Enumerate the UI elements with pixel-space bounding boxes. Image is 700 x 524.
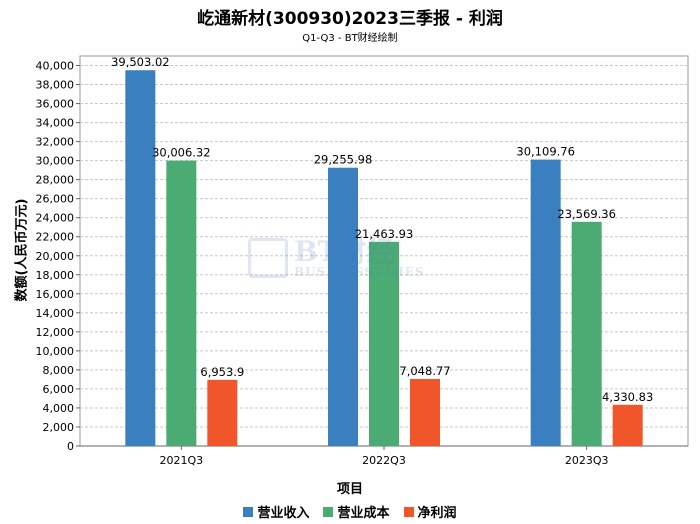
legend-item-cost: 营业成本 — [323, 502, 390, 521]
data-label: 6,953.9 — [200, 365, 244, 379]
y-tick-label: 18,000 — [36, 269, 75, 282]
legend-label-cost: 营业成本 — [337, 506, 390, 521]
y-tick-label: 6,000 — [43, 383, 75, 396]
y-tick-label: 26,000 — [36, 193, 75, 206]
x-tick-label: 2023Q3 — [565, 454, 609, 467]
y-tick-label: 0 — [67, 440, 74, 453]
chart-subtitle: Q1-Q3 - BT财经绘制 — [302, 33, 398, 44]
data-label: 30,006.32 — [152, 146, 211, 160]
y-tick-label: 12,000 — [36, 326, 75, 339]
data-label: 29,255.98 — [314, 153, 373, 167]
data-label: 4,330.83 — [602, 390, 653, 404]
bar-cost — [369, 241, 399, 446]
bar-net-profit — [612, 404, 643, 446]
y-tick-label: 22,000 — [36, 231, 75, 244]
legend-item-revenue: 营业收入 — [243, 502, 309, 521]
y-tick-label: 4,000 — [43, 402, 75, 415]
legend-swatch-revenue — [243, 506, 254, 517]
bar-revenue — [125, 70, 156, 446]
data-label: 23,569.36 — [557, 207, 616, 221]
x-tick-label: 2021Q3 — [160, 454, 204, 467]
y-tick-label: 8,000 — [43, 364, 75, 377]
bar-net-profit — [410, 378, 440, 446]
bar-revenue — [530, 159, 561, 446]
y-tick-label: 10,000 — [36, 345, 75, 358]
y-tick-label: 38,000 — [36, 79, 75, 92]
y-tick-label: 20,000 — [36, 250, 75, 263]
legend-swatch-cost — [323, 506, 334, 517]
legend: 营业收入 营业成本 净利润 — [0, 502, 700, 521]
y-tick-label: 2,000 — [43, 421, 75, 434]
data-label: 7,048.77 — [399, 364, 450, 378]
legend-swatch-net-profit — [403, 506, 414, 517]
bar-net-profit — [207, 379, 238, 446]
y-tick-label: 28,000 — [36, 174, 75, 187]
y-tick-label: 30,000 — [36, 155, 75, 168]
y-tick-label: 16,000 — [36, 288, 75, 301]
y-tick-label: 32,000 — [36, 136, 75, 149]
legend-label-net-profit: 净利润 — [417, 506, 457, 521]
legend-item-net-profit: 净利润 — [403, 502, 457, 521]
bar-cost — [571, 221, 602, 446]
data-label: 30,109.76 — [516, 145, 575, 159]
x-axis-label: 项目 — [336, 482, 363, 497]
y-axis-label: 数额(人民币万元) — [14, 198, 30, 302]
legend-label-revenue: 营业收入 — [257, 506, 310, 521]
y-tick-label: 14,000 — [36, 307, 75, 320]
y-tick-label: 24,000 — [36, 212, 75, 225]
bar-revenue — [328, 167, 358, 446]
y-tick-label: 34,000 — [36, 117, 75, 130]
data-label: 39,503.02 — [111, 55, 170, 69]
y-tick-label: 40,000 — [36, 60, 75, 73]
x-tick-label: 2022Q3 — [362, 454, 406, 467]
y-tick-label: 36,000 — [36, 98, 75, 111]
chart-title: 屹通新材(300930)2023三季报 - 利润 — [197, 9, 503, 29]
bar-cost — [166, 160, 197, 446]
data-label: 21,463.93 — [355, 227, 414, 241]
